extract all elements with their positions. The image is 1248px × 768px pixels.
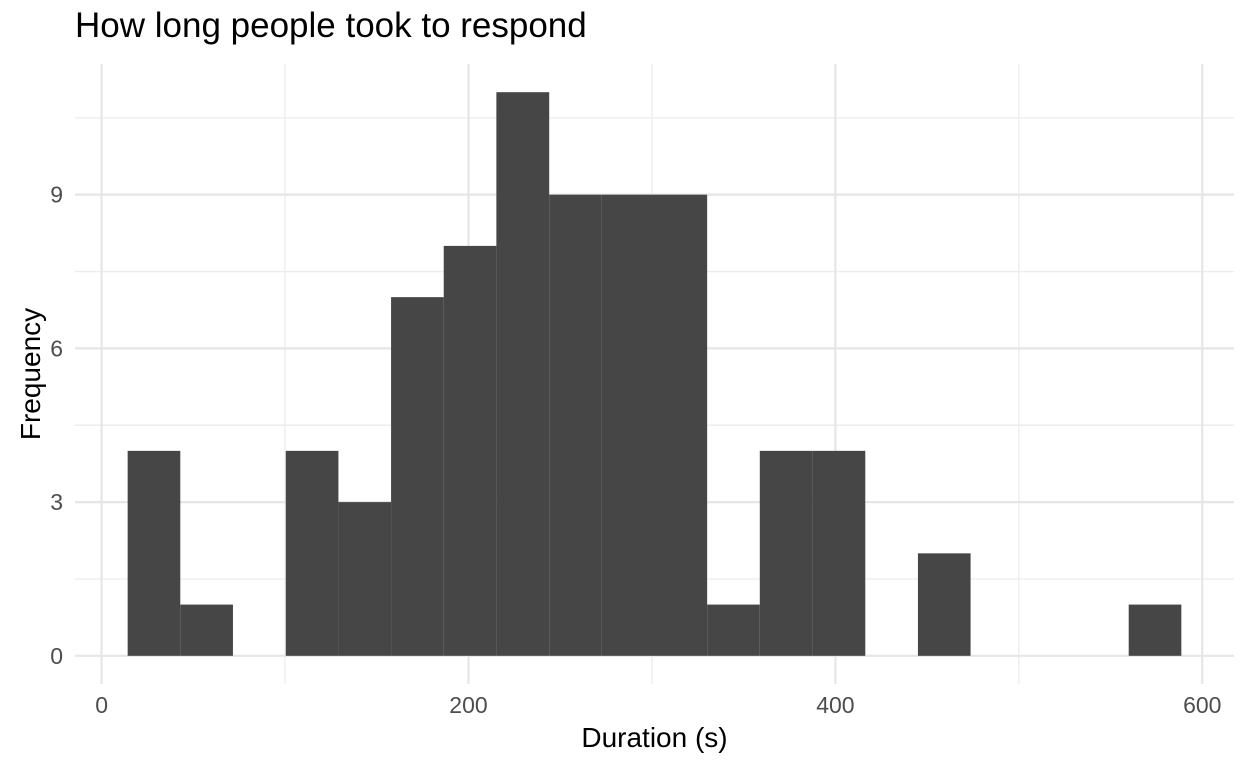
histogram-bar bbox=[812, 450, 866, 656]
histogram-bar bbox=[285, 450, 339, 656]
y-tick-label: 6 bbox=[50, 335, 63, 361]
histogram-bar bbox=[601, 194, 655, 656]
chart-title: How long people took to respond bbox=[75, 6, 587, 45]
y-tick-label: 9 bbox=[50, 182, 63, 208]
histogram-bar bbox=[127, 450, 181, 656]
histogram-bar bbox=[759, 450, 813, 656]
x-tick-label: 200 bbox=[449, 692, 487, 718]
y-tick-label: 0 bbox=[50, 643, 63, 669]
histogram-bar bbox=[549, 194, 602, 656]
x-tick-label: 0 bbox=[95, 692, 108, 718]
x-tick-label: 400 bbox=[816, 692, 854, 718]
histogram-bar bbox=[1128, 604, 1182, 656]
histogram-bar bbox=[180, 604, 233, 656]
x-tick-label: 600 bbox=[1183, 692, 1221, 718]
histogram-bar bbox=[496, 92, 550, 656]
histogram-bar bbox=[917, 553, 971, 656]
x-axis-title: Duration (s) bbox=[581, 722, 728, 753]
histogram-bar bbox=[338, 502, 392, 656]
histogram-bar bbox=[707, 604, 760, 656]
y-axis-title: Frequency bbox=[15, 307, 46, 441]
histogram-bar bbox=[654, 194, 708, 656]
y-tick-label: 3 bbox=[50, 489, 63, 515]
histogram-bar bbox=[443, 245, 497, 656]
histogram-bar bbox=[391, 297, 444, 656]
